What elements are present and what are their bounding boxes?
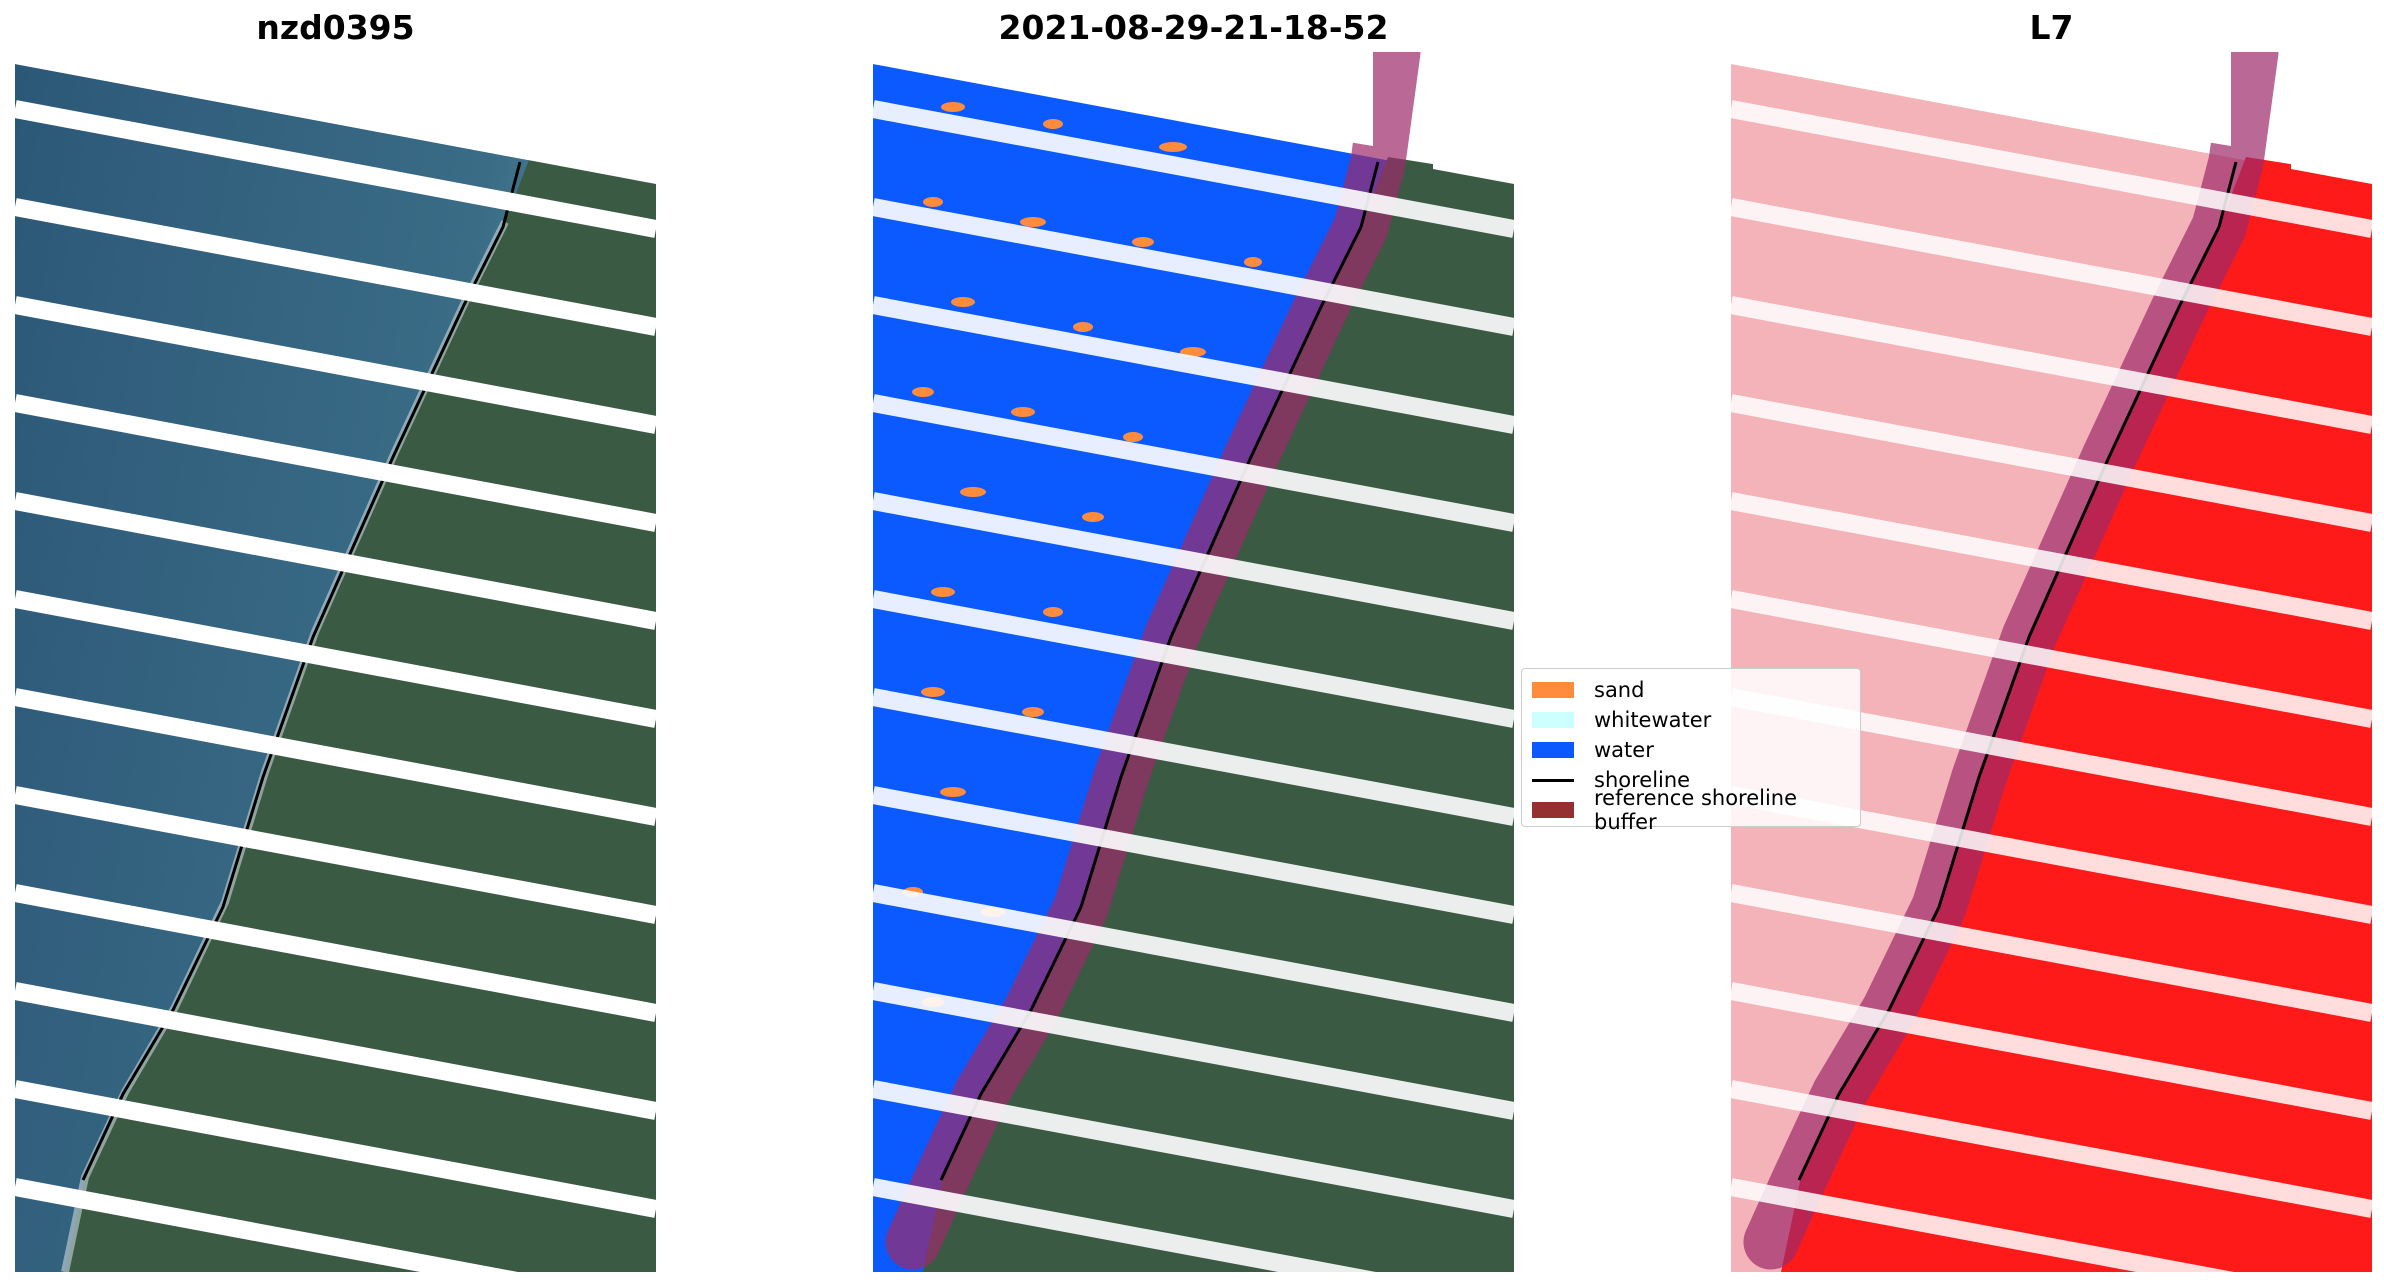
legend-item-whitewater: whitewater <box>1532 705 1860 735</box>
rgb-satellite-image <box>15 52 656 1272</box>
legend-item-sand: sand <box>1532 675 1860 705</box>
legend-label: shoreline <box>1594 768 1691 792</box>
legend-label: whitewater <box>1594 708 1712 732</box>
panel-title-rgb: nzd0395 <box>256 8 415 47</box>
panel-title-index: L7 <box>2029 8 2074 47</box>
detected-shoreline <box>939 161 1380 1181</box>
whitewater-swatch <box>1532 712 1574 728</box>
legend-item-reference-buffer: reference shoreline buffer <box>1532 786 1860 834</box>
classified-image <box>873 52 1514 1272</box>
legend-label: reference shoreline buffer <box>1594 786 1798 834</box>
scan-line-gaps <box>15 100 656 1272</box>
water-swatch <box>1532 742 1574 758</box>
index-image <box>1731 52 2372 1272</box>
sand-swatch <box>1532 682 1574 698</box>
legend: sand whitewater water shoreline referenc… <box>1521 668 1861 834</box>
sand-pixels <box>903 102 1262 1007</box>
shoreline-swatch <box>1532 778 1574 782</box>
detected-shoreline <box>81 161 522 1181</box>
buffer-swatch <box>1532 802 1574 818</box>
detected-shoreline <box>1797 161 2238 1181</box>
legend-label: sand <box>1594 678 1645 702</box>
legend-item-shoreline: shoreline <box>1532 765 1860 795</box>
legend-item-water: water <box>1532 735 1860 765</box>
legend-label: water <box>1594 738 1654 762</box>
panel-title-classified: 2021-08-29-21-18-52 <box>998 8 1389 47</box>
